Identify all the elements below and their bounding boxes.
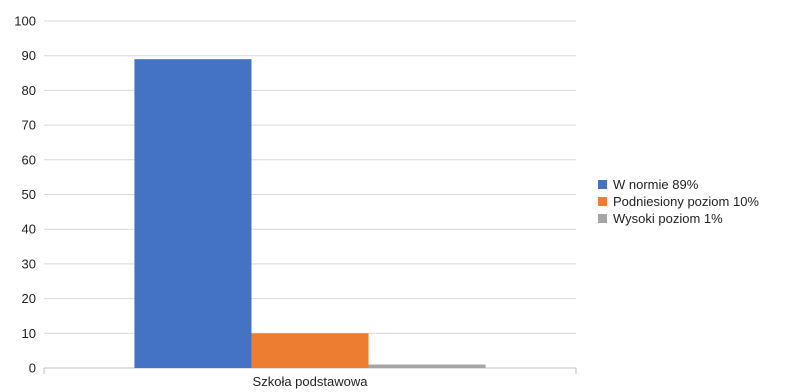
- y-tick-label: 50: [22, 187, 36, 202]
- legend-item: W normie 89%: [598, 176, 759, 193]
- legend-item: Podniesiony poziom 10%: [598, 193, 759, 210]
- legend-label: Podniesiony poziom 10%: [613, 194, 759, 209]
- y-tick-label: 60: [22, 152, 36, 167]
- legend-swatch: [598, 214, 607, 223]
- legend-item: Wysoki poziom 1%: [598, 210, 759, 227]
- y-tick-label: 0: [29, 361, 36, 376]
- legend: W normie 89% Podniesiony poziom 10% Wysoki…: [598, 176, 759, 227]
- legend-label: Wysoki poziom 1%: [613, 211, 723, 226]
- y-tick-label: 20: [22, 291, 36, 306]
- axes: 0 10 20 30 40 50 60 70 80 90 100 Szkoła podstawowa: [14, 14, 577, 389]
- y-tick-label: 80: [22, 83, 36, 98]
- legend-label: W normie 89%: [613, 177, 699, 192]
- y-tick-label: 90: [22, 48, 36, 63]
- bar: [251, 333, 369, 368]
- legend-swatch: [598, 180, 607, 189]
- bars: [134, 59, 486, 369]
- y-tick-label: 30: [22, 256, 36, 271]
- y-tick-label: 70: [22, 118, 36, 133]
- bar: [134, 59, 252, 369]
- bar: [368, 364, 486, 368]
- legend-swatch: [598, 197, 607, 206]
- gridlines: [44, 20, 576, 369]
- y-tick-label: 100: [14, 14, 36, 29]
- y-tick-label: 10: [22, 326, 36, 341]
- x-category-label: Szkoła podstawowa: [253, 374, 369, 389]
- y-tick-label: 40: [22, 222, 36, 237]
